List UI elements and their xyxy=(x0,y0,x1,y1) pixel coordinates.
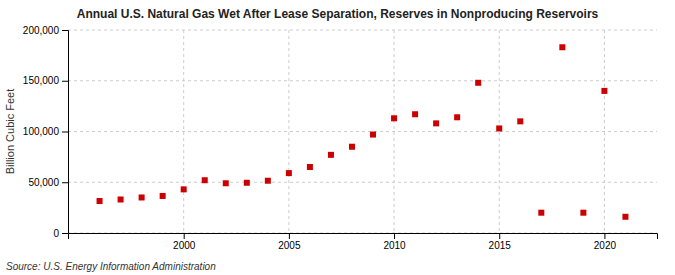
y-tick-mark xyxy=(62,81,68,82)
x-tick-mark xyxy=(289,233,290,239)
x-tick-label: 2005 xyxy=(278,240,301,251)
point xyxy=(349,144,355,150)
x-tick: 2010 xyxy=(383,233,406,251)
point xyxy=(181,186,187,192)
x-tick: 2015 xyxy=(489,233,512,251)
grid-line-y xyxy=(68,30,657,31)
y-tick: 0 xyxy=(53,228,68,239)
x-axis: 2000 2005 2010 2015 2020 xyxy=(69,233,658,251)
grid xyxy=(68,30,657,233)
point xyxy=(580,210,586,216)
x-tick: 2000 xyxy=(173,233,196,251)
x-tick-label: 2010 xyxy=(383,240,406,251)
point xyxy=(286,170,292,176)
x-tick: 2005 xyxy=(278,233,301,251)
point xyxy=(97,198,103,204)
point xyxy=(244,180,250,186)
x-tick-mark xyxy=(604,233,605,239)
y-tick-label: 50,000 xyxy=(28,177,59,188)
y-tick-mark xyxy=(62,30,68,31)
x-tick-mark xyxy=(394,233,395,239)
point xyxy=(160,193,166,199)
x-tick-label: 2020 xyxy=(594,240,617,251)
x-axis-line xyxy=(69,234,658,240)
point xyxy=(517,118,523,124)
grid-line-y xyxy=(68,80,657,81)
point xyxy=(118,197,124,203)
grid-line-y xyxy=(68,131,657,132)
source-note: Source: U.S. Energy Information Administ… xyxy=(6,261,216,272)
y-tick-label: 200,000 xyxy=(23,25,60,36)
y-tick-mark xyxy=(62,182,68,183)
y-axis-line xyxy=(62,31,69,234)
points xyxy=(97,44,629,220)
point xyxy=(538,210,544,216)
x-tick-label: 2015 xyxy=(489,240,512,251)
point xyxy=(601,88,607,94)
point xyxy=(496,125,502,131)
chart: 2000 2005 2010 2015 2020 0 50,000 100,000 150,00… xyxy=(0,0,675,275)
point xyxy=(307,164,313,170)
y-tick: 100,000 xyxy=(23,126,68,137)
point xyxy=(622,214,628,220)
point xyxy=(454,114,460,120)
x-tick: 2020 xyxy=(594,233,617,251)
x-tick-mark xyxy=(184,233,185,239)
y-axis: 0 50,000 100,000 150,000 200,000 xyxy=(23,25,69,239)
point xyxy=(223,180,229,186)
y-tick: 50,000 xyxy=(28,177,68,188)
y-tick-label: 150,000 xyxy=(23,75,60,86)
y-axis-title: Billion Cubic Feet xyxy=(4,89,16,175)
grid-line-x xyxy=(288,30,289,233)
point xyxy=(559,44,565,50)
point xyxy=(412,111,418,117)
y-tick: 150,000 xyxy=(23,75,68,86)
x-tick-mark xyxy=(499,233,500,239)
point xyxy=(391,115,397,121)
point xyxy=(475,80,481,86)
y-tick-mark xyxy=(62,132,68,133)
point xyxy=(202,177,208,183)
y-tick: 200,000 xyxy=(23,25,68,36)
x-tick-label: 2000 xyxy=(173,240,196,251)
point xyxy=(139,194,145,200)
grid-line-x xyxy=(604,30,605,233)
y-tick-mark xyxy=(62,233,68,234)
grid-line-y xyxy=(68,182,657,183)
plot-area: 2000 2005 2010 2015 2020 0 50,000 100,000 150,00… xyxy=(23,25,658,251)
point xyxy=(265,178,271,184)
point xyxy=(328,152,334,158)
y-tick-label: 0 xyxy=(53,228,59,239)
y-tick-label: 100,000 xyxy=(23,126,60,137)
point xyxy=(433,120,439,126)
grid-line-x xyxy=(183,30,184,233)
grid-line-x xyxy=(394,30,395,233)
grid-line-x xyxy=(499,30,500,233)
title: Annual U.S. Natural Gas Wet After Lease … xyxy=(77,7,599,21)
point xyxy=(370,132,376,138)
